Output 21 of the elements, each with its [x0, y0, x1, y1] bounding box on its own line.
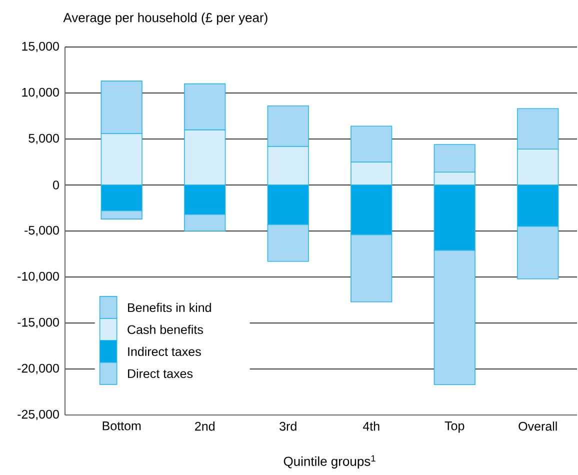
x-tick-label: 4th [362, 422, 380, 431]
legend-label: Direct taxes [128, 368, 193, 378]
legend-label: Indirect taxes [128, 346, 201, 356]
y-tick-label: -25,000 [18, 410, 59, 420]
x-tick-label: Bottom [102, 422, 141, 430]
legend-label: Cash benefits [128, 324, 203, 334]
x-tick-label: 3rd [280, 422, 296, 431]
y-tick-label: 5,000 [28, 134, 59, 144]
x-axis-title: Quintile groups$^{1}$ [284, 455, 376, 469]
y-tick-label: 10,000 [22, 88, 59, 98]
y-tick-label: -10,000 [18, 272, 59, 282]
x-tick-label: Overall [518, 422, 557, 431]
legend-label: Benefits in kind [128, 302, 211, 312]
x-tick-label: Top [444, 422, 464, 433]
x-tick-label: 2nd [195, 422, 214, 431]
y-axis-title: Average per household (£ per year) [63, 12, 268, 25]
y-tick-label: -20,000 [18, 364, 59, 374]
y-tick-label: 15,000 [22, 42, 59, 52]
y-tick-label: -15,000 [18, 318, 59, 328]
y-tick-label: -5,000 [24, 226, 59, 236]
y-tick-label: 0 [53, 180, 59, 190]
